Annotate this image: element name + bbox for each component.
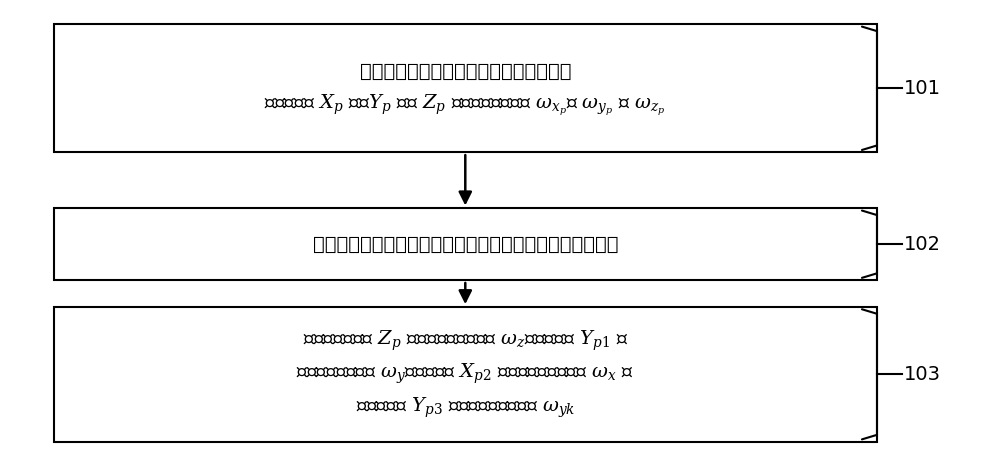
Text: 计算得到台体在 $Z_p$ 轴的合成转动角速度 $\omega_z$、内框架在 $Y_{p1}$ 轴: 计算得到台体在 $Z_p$ 轴的合成转动角速度 $\omega_z$、内框架在 … [303,329,628,353]
Text: 根据台体上安装的陀螺仪输出的角速度，: 根据台体上安装的陀螺仪输出的角速度， [360,62,571,81]
Text: 的合成转动角速度 $\omega_y$、外框架在 $X_{p2}$ 轴的合成转动角速度 $\omega_x$ 和: 的合成转动角速度 $\omega_y$、外框架在 $X_{p2}$ 轴的合成转动… [296,362,634,387]
FancyBboxPatch shape [54,24,877,152]
Text: 101: 101 [904,79,941,98]
Text: 得到台体在 $X_p$ 轴、$Y_p$ 轴和 $Z_p$ 轴上的角速度分量 $\omega_{x_p}$、 $\omega_{y_p}$ 和 $\omega_{: 得到台体在 $X_p$ 轴、$Y_p$ 轴和 $Z_p$ 轴上的角速度分量 $\… [264,93,666,118]
Text: 103: 103 [904,365,941,384]
FancyBboxPatch shape [54,208,877,280]
Text: 102: 102 [904,235,941,254]
Text: 随动框架在 $Y_{p3}$ 轴的合成转动角速度 $\omega_{yk}$: 随动框架在 $Y_{p3}$ 轴的合成转动角速度 $\omega_{yk}$ [356,396,575,420]
FancyBboxPatch shape [54,307,877,441]
Text: 获取四轴惯性稳定平台系统的内部相对转动的角度和角速度: 获取四轴惯性稳定平台系统的内部相对转动的角度和角速度 [313,235,618,254]
